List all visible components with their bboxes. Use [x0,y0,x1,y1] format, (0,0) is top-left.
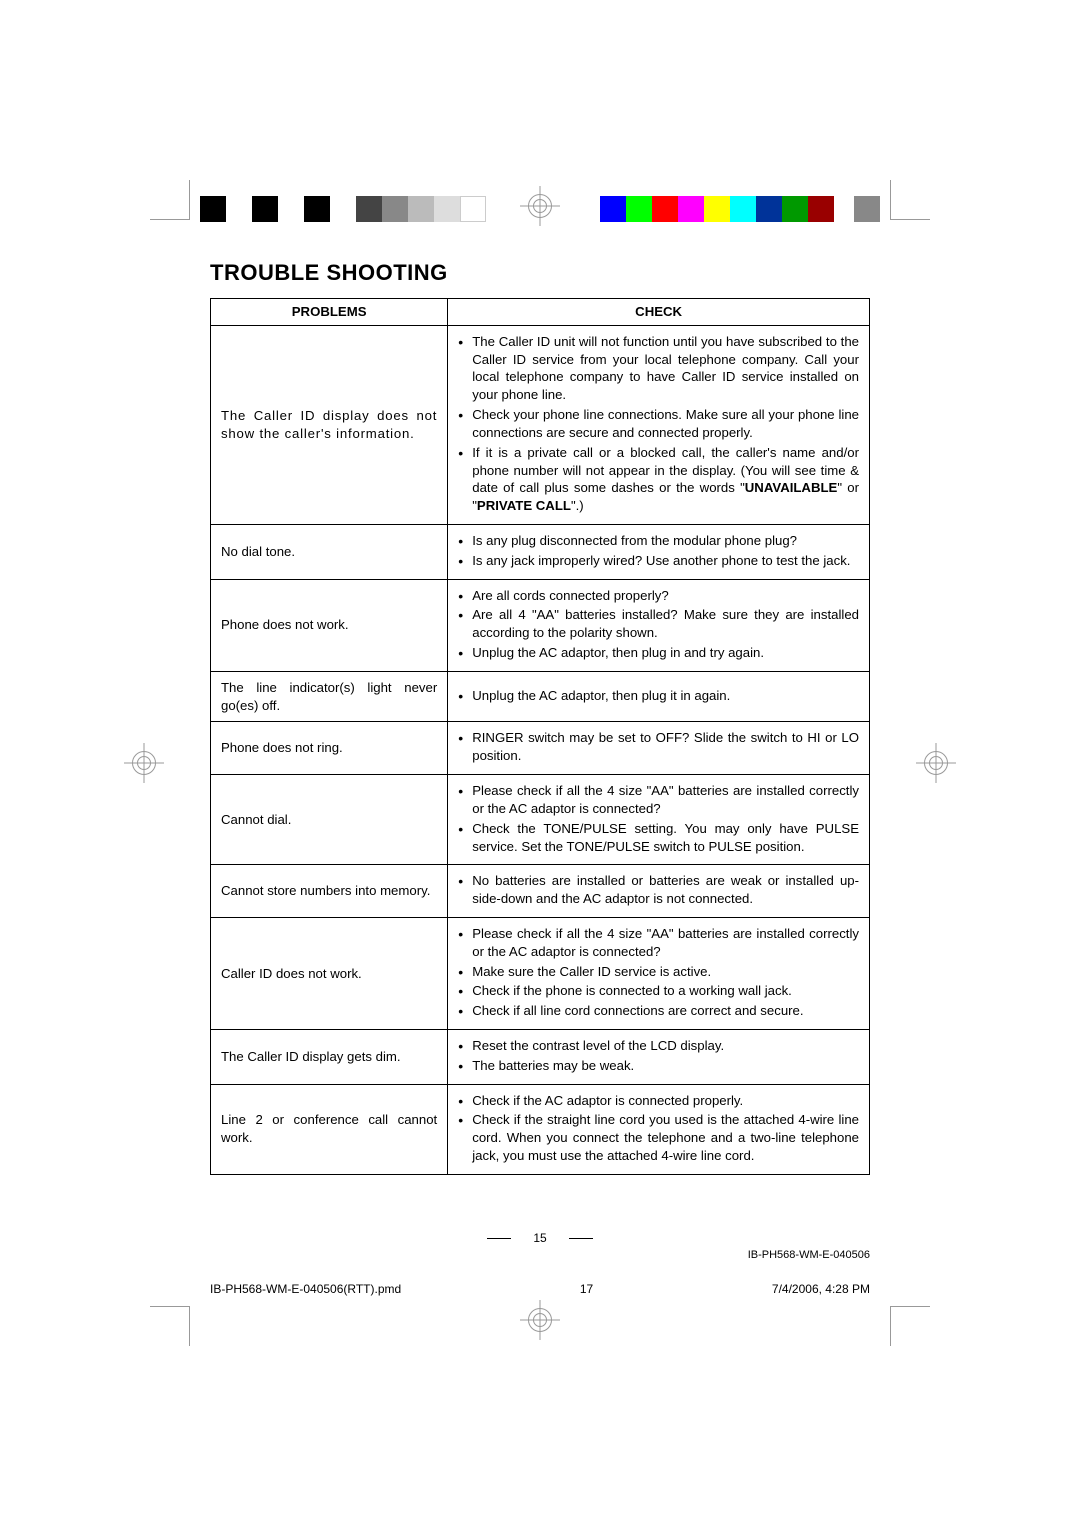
crop-mark-br [890,1306,930,1346]
imposition-file: IB-PH568-WM-E-040506(RTT).pmd [210,1282,401,1296]
table-row: No dial tone. Is any plug disconnected fr… [211,524,870,579]
check-item: Check if the AC adaptor is connected pro… [458,1092,859,1110]
check-cell: Reset the contrast level of the LCD disp… [448,1030,870,1085]
color-swatch [704,196,730,222]
color-swatch [600,196,626,222]
check-item: Are all 4 "AA" batteries installed? Make… [458,606,859,642]
crop-mark-tr [890,180,930,220]
page-footer: 15 IB-PH568-WM-E-040506 [210,1231,870,1261]
imposition-line: IB-PH568-WM-E-040506(RTT).pmd 17 7/4/200… [210,1282,870,1296]
table-row: The line indicator(s) light never go(es)… [211,671,870,722]
check-cell: RINGER switch may be set to OFF? Slide t… [448,722,870,775]
check-item: Are all cords connected properly? [458,587,859,605]
crop-mark-bl [150,1306,190,1346]
table-row: Cannot store numbers into memory. No batt… [211,865,870,918]
check-item: Unplug the AC adaptor, then plug it in a… [458,687,859,705]
registration-mark-bottom [526,1306,554,1334]
table-row: Phone does not work.Are all cords connec… [211,579,870,671]
registration-mark-top [526,192,554,220]
check-item: Please check if all the 4 size "AA" batt… [458,925,859,961]
check-item: Please check if all the 4 size "AA" batt… [458,782,859,818]
check-cell: Please check if all the 4 size "AA" batt… [448,775,870,865]
problem-cell: The Caller ID display does not show the … [211,325,448,524]
troubleshooting-table: PROBLEMS CHECK The Caller ID display doe… [210,298,870,1175]
color-swatch [782,196,808,222]
check-item: Check if the straight line cord you used… [458,1111,859,1164]
imposition-timestamp: 7/4/2006, 4:28 PM [772,1282,870,1296]
imposition-page: 17 [580,1282,593,1296]
check-item: The Caller ID unit will not function unt… [458,333,859,404]
crop-mark-tl [150,180,190,220]
check-item: Unplug the AC adaptor, then plug in and … [458,644,859,662]
problem-cell: Cannot dial. [211,775,448,865]
check-cell: Check if the AC adaptor is connected pro… [448,1084,870,1174]
check-cell: Are all cords connected properly?Are all… [448,579,870,671]
color-swatch [678,196,704,222]
table-row: The Caller ID display gets dim. Reset the… [211,1030,870,1085]
check-cell: Unplug the AC adaptor, then plug it in a… [448,671,870,722]
problem-cell: Line 2 or conference call cannot work. [211,1084,448,1174]
check-item: The batteries may be weak. [458,1057,859,1075]
check-cell: No batteries are installed or batteries … [448,865,870,918]
color-swatch [626,196,652,222]
registration-mark-right [922,749,950,777]
page-content: TROUBLE SHOOTING PROBLEMS CHECK The Call… [210,260,870,1206]
check-item: Check the TONE/PULSE setting. You may on… [458,820,859,856]
check-item: Check if all line cord connections are c… [458,1002,859,1020]
table-row: Phone does not ring. RINGER switch may be… [211,722,870,775]
check-item: Is any plug disconnected from the modula… [458,532,859,550]
table-row: Line 2 or conference call cannot work.Ch… [211,1084,870,1174]
check-item: No batteries are installed or batteries … [458,872,859,908]
check-item: RINGER switch may be set to OFF? Slide t… [458,729,859,765]
check-item: Check if the phone is connected to a wor… [458,982,859,1000]
table-row: Cannot dial. Please check if all the 4 si… [211,775,870,865]
problem-cell: The line indicator(s) light never go(es)… [211,671,448,722]
check-item: Reset the contrast level of the LCD disp… [458,1037,859,1055]
check-cell: Is any plug disconnected from the modula… [448,524,870,579]
check-item: Check your phone line connections. Make … [458,406,859,442]
check-item: Is any jack improperly wired? Use anothe… [458,552,859,570]
problem-cell: Cannot store numbers into memory. [211,865,448,918]
color-swatch [652,196,678,222]
page-title: TROUBLE SHOOTING [210,260,870,286]
color-swatch [808,196,834,222]
problem-cell: The Caller ID display gets dim. [211,1030,448,1085]
problem-cell: No dial tone. [211,524,448,579]
table-row: The Caller ID display does not show the … [211,325,870,524]
col-header-problems: PROBLEMS [211,299,448,326]
check-item: If it is a private call or a blocked cal… [458,444,859,515]
check-cell: Please check if all the 4 size "AA" batt… [448,917,870,1029]
color-swatch [730,196,756,222]
check-cell: The Caller ID unit will not function unt… [448,325,870,524]
check-item: Make sure the Caller ID service is activ… [458,963,859,981]
table-row: Caller ID does not work. Please check if … [211,917,870,1029]
color-swatch [756,196,782,222]
col-header-check: CHECK [448,299,870,326]
doc-id: IB-PH568-WM-E-040506 [210,1249,870,1261]
problem-cell: Caller ID does not work. [211,917,448,1029]
problem-cell: Phone does not ring. [211,722,448,775]
problem-cell: Phone does not work. [211,579,448,671]
page-number: 15 [533,1231,546,1245]
registration-mark-left [130,749,158,777]
